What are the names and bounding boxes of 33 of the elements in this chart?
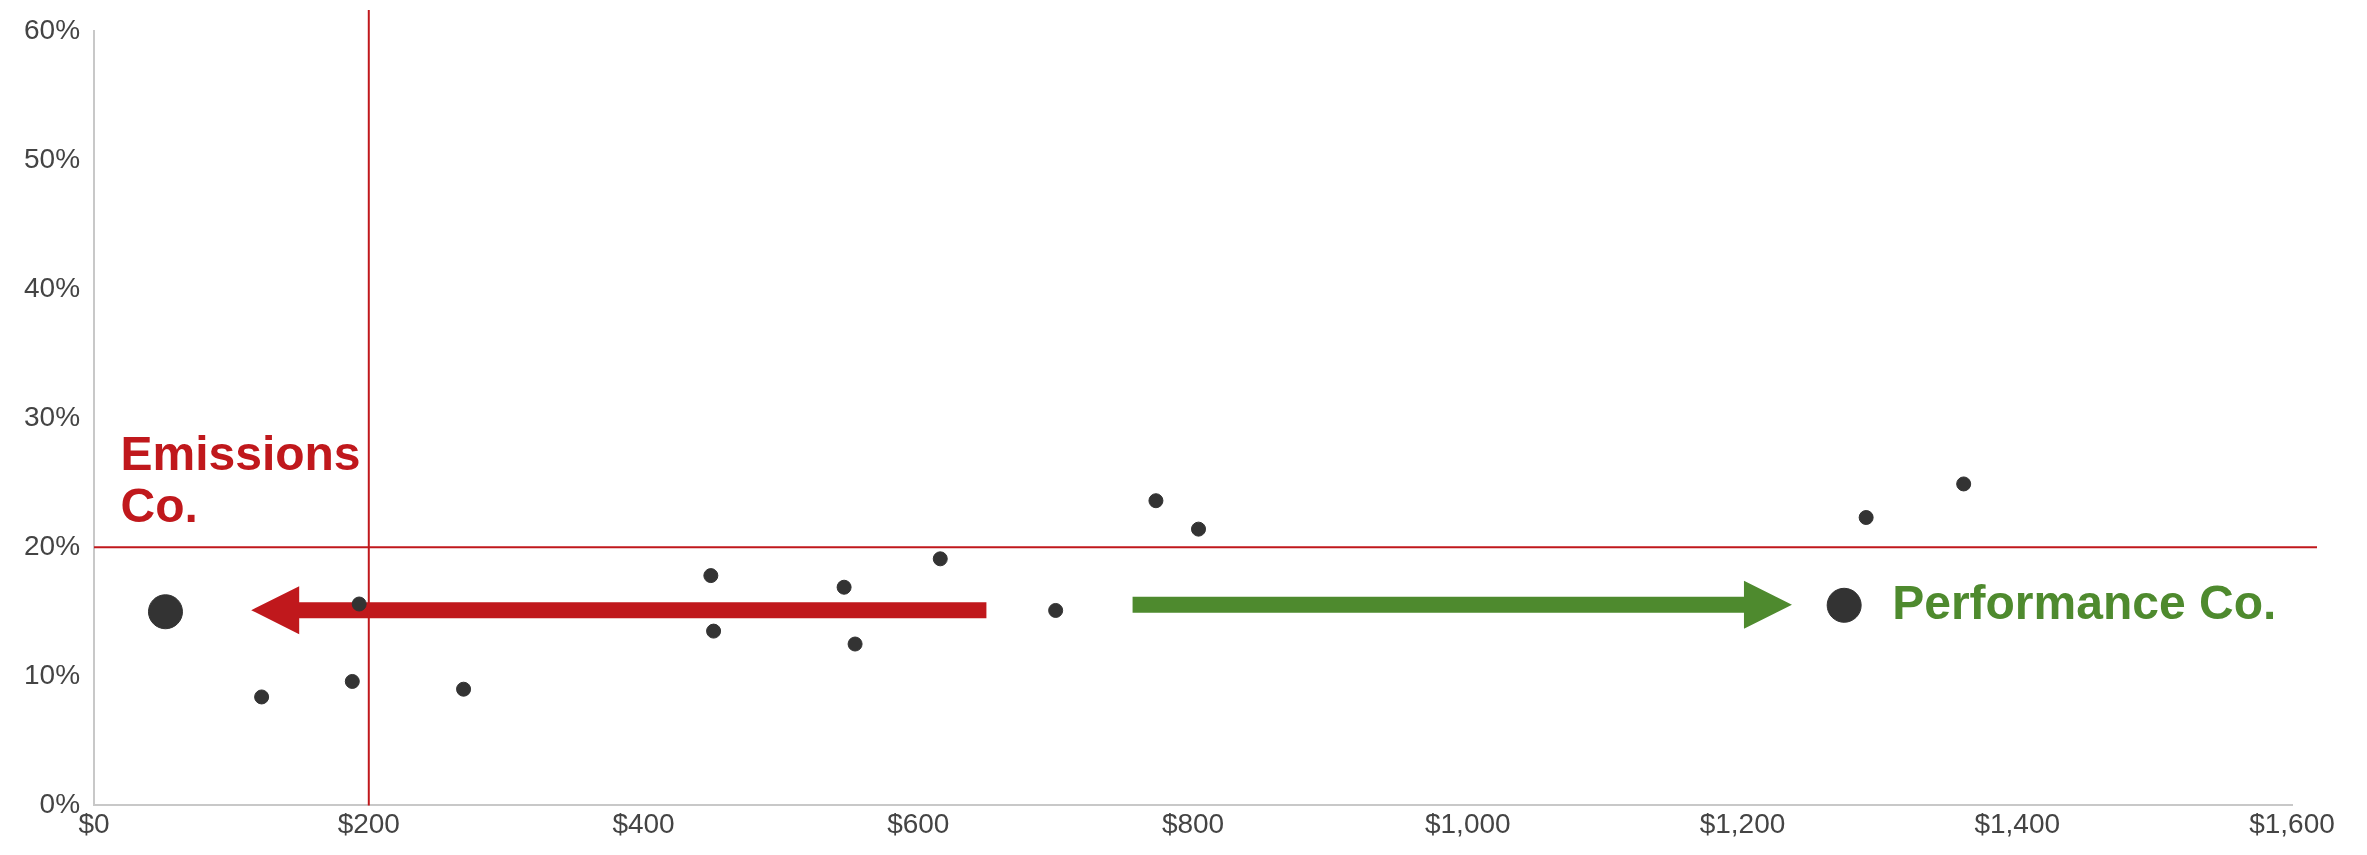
point xyxy=(147,594,183,630)
x-tick-label: $600 xyxy=(887,807,950,839)
x-tick-label: $1,600 xyxy=(2249,807,2335,839)
y-tick-label: 20% xyxy=(23,529,81,561)
y-tick-label: 40% xyxy=(23,271,81,303)
y-tick-label: 30% xyxy=(23,400,81,432)
point xyxy=(706,623,722,639)
point xyxy=(847,636,863,652)
x-tick-label: $0 xyxy=(78,807,110,839)
point xyxy=(1191,521,1207,537)
point xyxy=(456,681,472,697)
x-tick-label: $800 xyxy=(1161,807,1225,839)
annotation: Performance Co. xyxy=(1892,575,2277,629)
point xyxy=(1826,587,1862,623)
y-tick-label: 60% xyxy=(23,13,81,45)
x-tick-label: $1,000 xyxy=(1424,807,1511,839)
x-tick-label: $1,200 xyxy=(1699,807,1786,839)
point xyxy=(703,568,719,584)
point xyxy=(1858,510,1874,526)
y-tick-label: 50% xyxy=(23,142,81,174)
point xyxy=(836,579,852,595)
x-tick-label: $1,400 xyxy=(1974,807,2061,839)
y-tick-label: 10% xyxy=(23,659,81,691)
point xyxy=(1956,476,1972,492)
point xyxy=(1048,602,1064,618)
point xyxy=(254,689,270,705)
x-tick-label: $200 xyxy=(337,807,400,839)
annotation: Emissions Co. xyxy=(120,426,361,532)
point xyxy=(344,673,360,689)
x-tick-label: $400 xyxy=(612,807,675,839)
point xyxy=(932,551,948,567)
point xyxy=(351,596,367,612)
point xyxy=(1148,493,1164,509)
